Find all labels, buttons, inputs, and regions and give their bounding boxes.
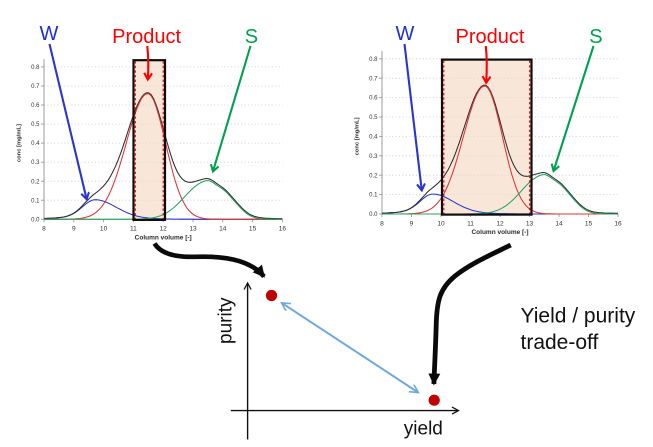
svg-text:16: 16 (614, 220, 622, 227)
svg-text:0.7: 0.7 (31, 84, 40, 90)
svg-text:W: W (396, 23, 415, 45)
svg-text:0.3: 0.3 (31, 160, 40, 166)
svg-text:11: 11 (467, 220, 474, 227)
svg-text:12: 12 (160, 226, 168, 233)
svg-text:10: 10 (437, 220, 445, 227)
svg-text:0.4: 0.4 (369, 135, 378, 141)
svg-text:W: W (39, 23, 58, 45)
svg-text:0.5: 0.5 (31, 122, 40, 128)
svg-text:0.0: 0.0 (369, 212, 378, 218)
svg-text:0.4: 0.4 (31, 141, 40, 147)
svg-text:0.7: 0.7 (369, 76, 378, 82)
svg-text:yield: yield (404, 418, 443, 439)
svg-text:0.6: 0.6 (369, 96, 378, 102)
svg-text:purity: purity (216, 297, 237, 344)
svg-text:0.1: 0.1 (31, 198, 40, 204)
svg-text:0.1: 0.1 (369, 193, 378, 199)
svg-text:11: 11 (130, 226, 137, 233)
svg-text:9: 9 (410, 220, 414, 227)
svg-text:Yield / purity: Yield / purity (521, 304, 636, 327)
svg-text:0.3: 0.3 (369, 154, 378, 160)
svg-text:13: 13 (189, 226, 197, 233)
svg-text:0.2: 0.2 (31, 179, 40, 185)
svg-text:conc [mg/mL]: conc [mg/mL] (17, 124, 23, 162)
svg-text:14: 14 (219, 226, 227, 233)
svg-text:0.5: 0.5 (369, 115, 378, 121)
svg-text:conc [mg/mL]: conc [mg/mL] (355, 117, 361, 155)
svg-text:0.0: 0.0 (31, 217, 40, 223)
svg-text:0.2: 0.2 (369, 173, 378, 179)
svg-text:Product: Product (456, 26, 525, 48)
svg-text:15: 15 (249, 226, 257, 233)
svg-text:Column volume [-]: Column volume [-] (471, 229, 528, 236)
svg-text:S: S (245, 26, 258, 48)
svg-text:0.6: 0.6 (31, 103, 40, 109)
svg-text:12: 12 (496, 220, 504, 227)
svg-text:13: 13 (526, 220, 534, 227)
svg-text:S: S (589, 26, 602, 48)
svg-text:0.8: 0.8 (31, 65, 40, 71)
svg-text:8: 8 (380, 220, 384, 227)
svg-text:8: 8 (42, 226, 46, 233)
svg-text:15: 15 (585, 220, 593, 227)
svg-text:9: 9 (72, 226, 76, 233)
svg-text:Column volume [-]: Column volume [-] (135, 234, 192, 241)
svg-text:Product: Product (112, 26, 181, 48)
svg-text:16: 16 (279, 226, 287, 233)
svg-text:0.8: 0.8 (369, 57, 378, 63)
svg-text:10: 10 (100, 226, 108, 233)
svg-text:trade-off: trade-off (521, 331, 599, 354)
svg-text:14: 14 (555, 220, 563, 227)
